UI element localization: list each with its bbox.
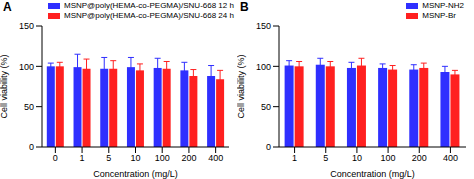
svg-text:50: 50 — [261, 102, 271, 112]
svg-text:1: 1 — [80, 153, 85, 163]
svg-text:150: 150 — [256, 21, 271, 31]
html-text:MSNP-Br: MSNP-Br — [422, 11, 456, 20]
svg-text:Cell viability (%): Cell viability (%) — [8, 54, 9, 118]
svg-text:Concentration (mg/L): Concentration (mg/L) — [93, 169, 178, 179]
svg-text:200: 200 — [181, 153, 196, 163]
svg-text:400: 400 — [443, 153, 458, 163]
html-text:MSNP-NH2: MSNP-NH2 — [422, 1, 464, 10]
svg-text:100: 100 — [155, 153, 170, 163]
svg-text:100: 100 — [381, 153, 396, 163]
svg-text:100: 100 — [19, 62, 34, 72]
html-text:B: B — [240, 0, 249, 14]
svg-text:Cell viability (%): Cell viability (%) — [237, 54, 246, 118]
svg-text:0: 0 — [266, 142, 271, 152]
svg-text:1: 1 — [292, 153, 297, 163]
html-text:A: A — [3, 0, 12, 14]
svg-text:400: 400 — [208, 153, 223, 163]
svg-text:50: 50 — [24, 102, 34, 112]
svg-text:200: 200 — [412, 153, 427, 163]
html-text:MSNP@poly(HEMA-co-PEGMA)/SNU-6: MSNP@poly(HEMA-co-PEGMA)/SNU-668 24 h — [64, 11, 234, 20]
svg-text:0: 0 — [53, 153, 58, 163]
svg-text:Concentration (mg/L): Concentration (mg/L) — [330, 169, 415, 179]
svg-text:5: 5 — [106, 153, 111, 163]
svg-text:0: 0 — [29, 142, 34, 152]
svg-text:100: 100 — [256, 62, 271, 72]
svg-text:10: 10 — [130, 153, 140, 163]
svg-text:10: 10 — [352, 153, 362, 163]
svg-text:150: 150 — [19, 21, 34, 31]
svg-text:5: 5 — [323, 153, 328, 163]
html-text:MSNP@poly(HEMA-co-PEGMA)/SNU-6: MSNP@poly(HEMA-co-PEGMA)/SNU-668 12 h — [64, 1, 234, 10]
